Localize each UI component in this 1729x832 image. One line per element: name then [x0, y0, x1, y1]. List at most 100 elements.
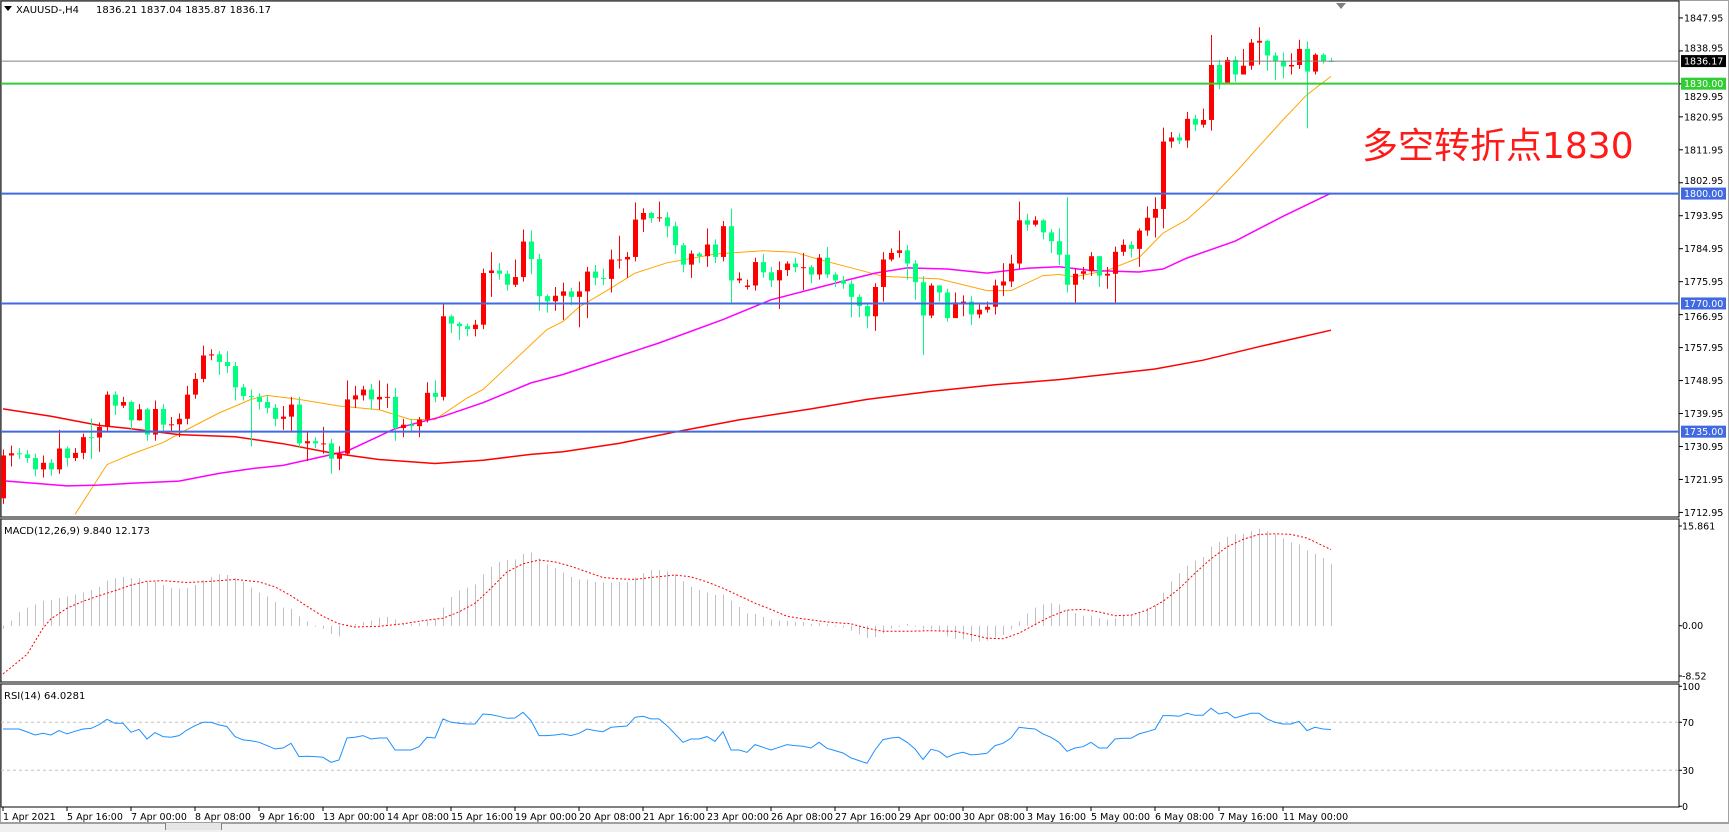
candle[interactable]: [1297, 39, 1302, 70]
candle[interactable]: [857, 294, 862, 318]
candle[interactable]: [1225, 56, 1230, 83]
candle[interactable]: [505, 270, 510, 291]
candle[interactable]: [593, 264, 598, 286]
candle[interactable]: [753, 257, 758, 291]
candle[interactable]: [1145, 206, 1150, 236]
candle[interactable]: [1201, 108, 1206, 128]
candle[interactable]: [25, 449, 30, 463]
candle[interactable]: [33, 453, 38, 477]
candle[interactable]: [481, 268, 486, 330]
candle[interactable]: [361, 385, 366, 401]
candle[interactable]: [1073, 268, 1078, 304]
candle[interactable]: [825, 247, 830, 278]
candle[interactable]: [185, 385, 190, 425]
candle[interactable]: [785, 261, 790, 276]
candle[interactable]: [217, 351, 222, 375]
candle[interactable]: [145, 407, 150, 441]
candle[interactable]: [337, 446, 342, 471]
candle[interactable]: [529, 230, 534, 275]
candle[interactable]: [385, 383, 390, 408]
candle[interactable]: [73, 448, 78, 461]
candle[interactable]: [193, 373, 198, 399]
candle[interactable]: [241, 384, 246, 401]
candle[interactable]: [153, 400, 158, 441]
candle[interactable]: [833, 272, 838, 287]
candle[interactable]: [113, 391, 118, 416]
candle[interactable]: [281, 406, 286, 430]
candle[interactable]: [921, 275, 926, 356]
candle[interactable]: [1017, 201, 1022, 269]
candle[interactable]: [737, 272, 742, 284]
candle[interactable]: [417, 417, 422, 438]
candle[interactable]: [225, 351, 230, 374]
candle[interactable]: [1177, 133, 1182, 145]
candle[interactable]: [945, 288, 950, 322]
candle[interactable]: [1, 449, 6, 504]
candle[interactable]: [201, 345, 206, 383]
candle[interactable]: [329, 438, 334, 474]
candle[interactable]: [457, 321, 462, 341]
candle[interactable]: [465, 323, 470, 337]
candle[interactable]: [9, 445, 14, 467]
candle[interactable]: [705, 228, 710, 267]
candle[interactable]: [617, 235, 622, 269]
candle[interactable]: [1121, 239, 1126, 256]
candle[interactable]: [41, 455, 46, 478]
candle[interactable]: [1129, 241, 1134, 258]
candle[interactable]: [1233, 56, 1238, 82]
candle[interactable]: [441, 304, 446, 401]
chart-tab[interactable]: [165, 823, 222, 830]
candle[interactable]: [409, 418, 414, 432]
candle[interactable]: [649, 211, 654, 223]
candle[interactable]: [1105, 266, 1110, 289]
candle[interactable]: [993, 279, 998, 315]
candle[interactable]: [305, 431, 310, 461]
candle[interactable]: [17, 448, 22, 460]
candle[interactable]: [969, 296, 974, 325]
candle[interactable]: [89, 418, 94, 460]
candle[interactable]: [1321, 53, 1326, 64]
candle[interactable]: [745, 279, 750, 290]
candle[interactable]: [569, 287, 574, 306]
candle[interactable]: [297, 396, 302, 449]
candle[interactable]: [57, 429, 62, 474]
candle[interactable]: [249, 389, 254, 447]
candle[interactable]: [769, 266, 774, 287]
candle[interactable]: [1009, 254, 1014, 287]
candle[interactable]: [633, 202, 638, 262]
candle[interactable]: [961, 295, 966, 317]
candle[interactable]: [537, 254, 542, 311]
candle[interactable]: [377, 380, 382, 410]
candle[interactable]: [977, 303, 982, 319]
candle[interactable]: [641, 208, 646, 233]
candle[interactable]: [1041, 219, 1046, 240]
candle[interactable]: [713, 239, 718, 264]
candle[interactable]: [665, 211, 670, 238]
candle[interactable]: [793, 257, 798, 273]
candle[interactable]: [1257, 27, 1262, 65]
candle[interactable]: [369, 384, 374, 410]
candle[interactable]: [721, 221, 726, 262]
candle[interactable]: [289, 396, 294, 432]
chart-shift-marker-icon[interactable]: [1336, 3, 1346, 9]
candle[interactable]: [1089, 252, 1094, 276]
candle[interactable]: [1081, 266, 1086, 280]
candle[interactable]: [105, 391, 110, 432]
candle[interactable]: [513, 259, 518, 287]
candle[interactable]: [313, 437, 318, 449]
candle[interactable]: [401, 418, 406, 438]
candle[interactable]: [849, 280, 854, 318]
candle[interactable]: [1033, 216, 1038, 227]
candle[interactable]: [697, 252, 702, 264]
candle[interactable]: [873, 283, 878, 331]
candle[interactable]: [1153, 197, 1158, 238]
candle[interactable]: [1001, 263, 1006, 297]
candle[interactable]: [897, 230, 902, 258]
candle[interactable]: [65, 446, 70, 467]
candle[interactable]: [209, 349, 214, 361]
horizontal-lines[interactable]: [1, 60, 1679, 433]
candle[interactable]: [497, 263, 502, 280]
candle[interactable]: [609, 249, 614, 293]
candle[interactable]: [1161, 127, 1166, 229]
